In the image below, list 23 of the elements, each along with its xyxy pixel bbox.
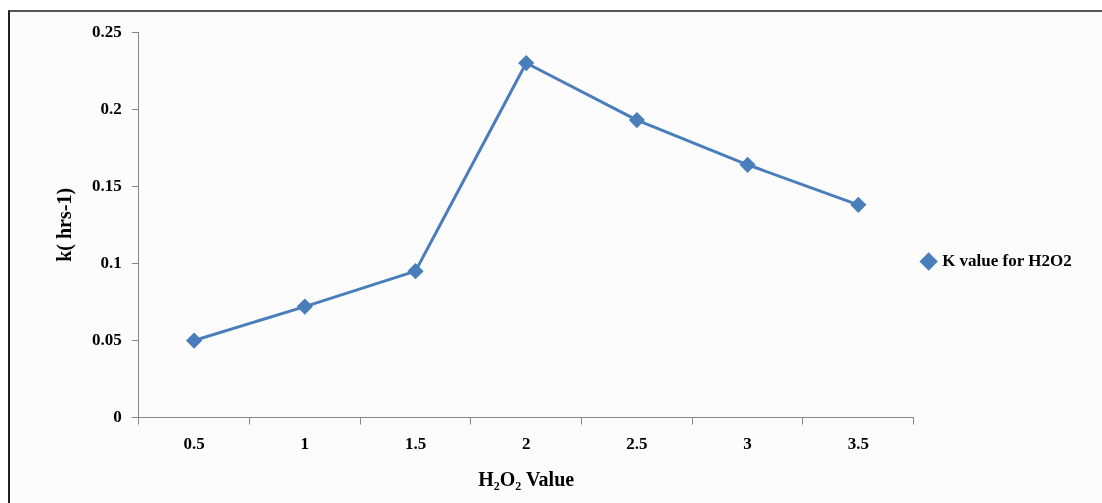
x-tick-label: 1 (300, 434, 310, 454)
point (408, 263, 423, 279)
y-tick-label: 0.1 (100, 252, 122, 272)
y-tick-label: 0.15 (92, 175, 122, 195)
x-tick-label: 3.5 (847, 434, 869, 454)
point (740, 157, 756, 173)
x-tick-label: 1.5 (404, 434, 427, 454)
y-tick-label: 0 (113, 406, 122, 426)
y-tick-label: 0.2 (100, 98, 122, 118)
point (186, 333, 202, 349)
x-tick-label: 3 (743, 434, 752, 454)
legend-label: K value for H2O2 (942, 250, 1072, 270)
point (297, 299, 313, 315)
y-tick-label: 0.05 (92, 329, 122, 349)
x-axis-title: H₂O₂ Value (478, 468, 575, 491)
y-axis-title: k( hrs-1) (53, 187, 77, 262)
point (629, 112, 645, 128)
point (518, 55, 534, 71)
x-tick-label: 0.5 (183, 434, 205, 454)
x-tick-label: 2 (521, 434, 531, 454)
y-tick-label: 0.25 (92, 21, 122, 41)
x-tick-label: 2.5 (626, 434, 648, 454)
point (850, 197, 866, 213)
